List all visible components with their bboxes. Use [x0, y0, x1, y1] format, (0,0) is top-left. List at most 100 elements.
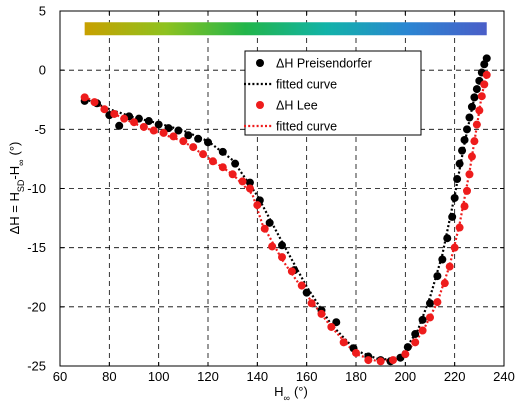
x-tick-label: 240	[493, 369, 515, 384]
markers	[80, 54, 491, 366]
series-point-0	[460, 135, 469, 144]
series-point-2	[472, 120, 481, 129]
x-tick-label: 80	[102, 369, 116, 384]
series-point-2	[450, 243, 459, 252]
series-point-2	[482, 70, 491, 79]
series-point-2	[218, 163, 227, 172]
series-point-0	[174, 126, 183, 135]
legend-label-fit-lee: fitted curve	[276, 120, 337, 134]
series-point-2	[317, 309, 326, 318]
x-tick-label: 200	[394, 369, 416, 384]
series-point-0	[144, 117, 153, 126]
series-point-0	[218, 147, 227, 156]
legend: ΔH Preisendorfer fitted curve ΔH Lee fit…	[244, 50, 422, 136]
series-point-2	[228, 170, 237, 179]
x-tick-label: 100	[148, 369, 170, 384]
legend-label-lee: ΔH Lee	[276, 99, 318, 113]
series-point-2	[208, 157, 217, 166]
series-point-2	[307, 299, 316, 308]
series-point-2	[253, 201, 262, 210]
series-point-2	[352, 348, 360, 357]
series-point-2	[139, 122, 148, 131]
series-point-2	[90, 98, 99, 107]
ticks	[59, 10, 505, 367]
series-point-0	[433, 272, 442, 281]
legend-box	[244, 50, 422, 136]
series-point-0	[164, 124, 173, 133]
y-tick-label: -20	[27, 299, 46, 314]
series-point-2	[327, 322, 336, 331]
colorbar-strip	[84, 22, 487, 36]
series-point-2	[297, 281, 306, 290]
series-point-0	[332, 318, 341, 327]
series-point-0	[472, 85, 481, 94]
series-point-0	[450, 193, 459, 202]
series-point-2	[389, 356, 397, 365]
series-point-0	[194, 134, 203, 143]
x-tick-label: 120	[197, 369, 219, 384]
series-point-0	[463, 125, 471, 134]
series-point-2	[477, 92, 486, 101]
series-point-2	[339, 338, 348, 347]
series-point-2	[426, 313, 434, 322]
series-point-2	[467, 152, 476, 161]
series-point-0	[443, 234, 452, 243]
series-point-2	[179, 137, 188, 146]
legend-label-fit-preisendorfer: fitted curve	[276, 78, 337, 92]
series-point-0	[231, 159, 240, 168]
series-point-2	[169, 132, 178, 141]
series-point-0	[470, 93, 479, 102]
y-tick-label: -5	[34, 122, 46, 137]
series-point-2	[445, 262, 454, 271]
series-point-0	[245, 178, 254, 187]
y-tick-label: 0	[39, 63, 46, 78]
x-tick-label: 160	[296, 369, 318, 384]
series-point-0	[438, 255, 447, 264]
series-point-2	[480, 80, 489, 89]
series-point-2	[260, 224, 269, 233]
series-point-2	[440, 279, 449, 288]
series-point-0	[458, 146, 467, 155]
series-point-0	[467, 102, 476, 111]
series-point-0	[448, 212, 457, 221]
series-point-0	[411, 330, 420, 339]
series-point-2	[455, 223, 464, 232]
series-point-0	[265, 218, 274, 227]
x-tick-label: 180	[345, 369, 367, 384]
series-point-0	[455, 159, 464, 168]
series-point-0	[465, 113, 474, 122]
series-point-2	[100, 105, 109, 114]
series-point-2	[465, 170, 474, 179]
series-point-2	[199, 150, 208, 159]
series-point-2	[364, 356, 373, 365]
series-point-0	[302, 288, 311, 297]
y-tick-label: -25	[27, 359, 46, 374]
series-point-0	[204, 138, 212, 147]
legend-marker-lee	[256, 101, 264, 109]
series-point-2	[189, 143, 198, 152]
series-point-2	[149, 126, 158, 135]
series-point-2	[411, 338, 420, 347]
x-tick-label: 140	[246, 369, 268, 384]
series-point-2	[463, 186, 471, 195]
y-tick-label: -10	[27, 181, 46, 196]
series-point-0	[482, 54, 491, 63]
series-point-2	[130, 118, 138, 127]
x-tick-label: 60	[53, 369, 67, 384]
series-point-2	[110, 109, 119, 118]
x-axis-label: H∞ (°)	[274, 384, 308, 403]
series-point-2	[475, 106, 484, 115]
y-tick-label: 5	[39, 4, 46, 19]
series-point-2	[460, 202, 469, 211]
series-point-2	[376, 357, 385, 366]
series-point-0	[278, 241, 286, 250]
colorbar	[84, 22, 487, 36]
series-point-2	[120, 114, 129, 123]
series-point-0	[184, 131, 193, 140]
series-point-2	[418, 326, 427, 335]
series-point-0	[115, 121, 124, 130]
series-point-2	[278, 253, 286, 262]
series-point-0	[403, 343, 412, 352]
series-point-2	[433, 298, 442, 307]
